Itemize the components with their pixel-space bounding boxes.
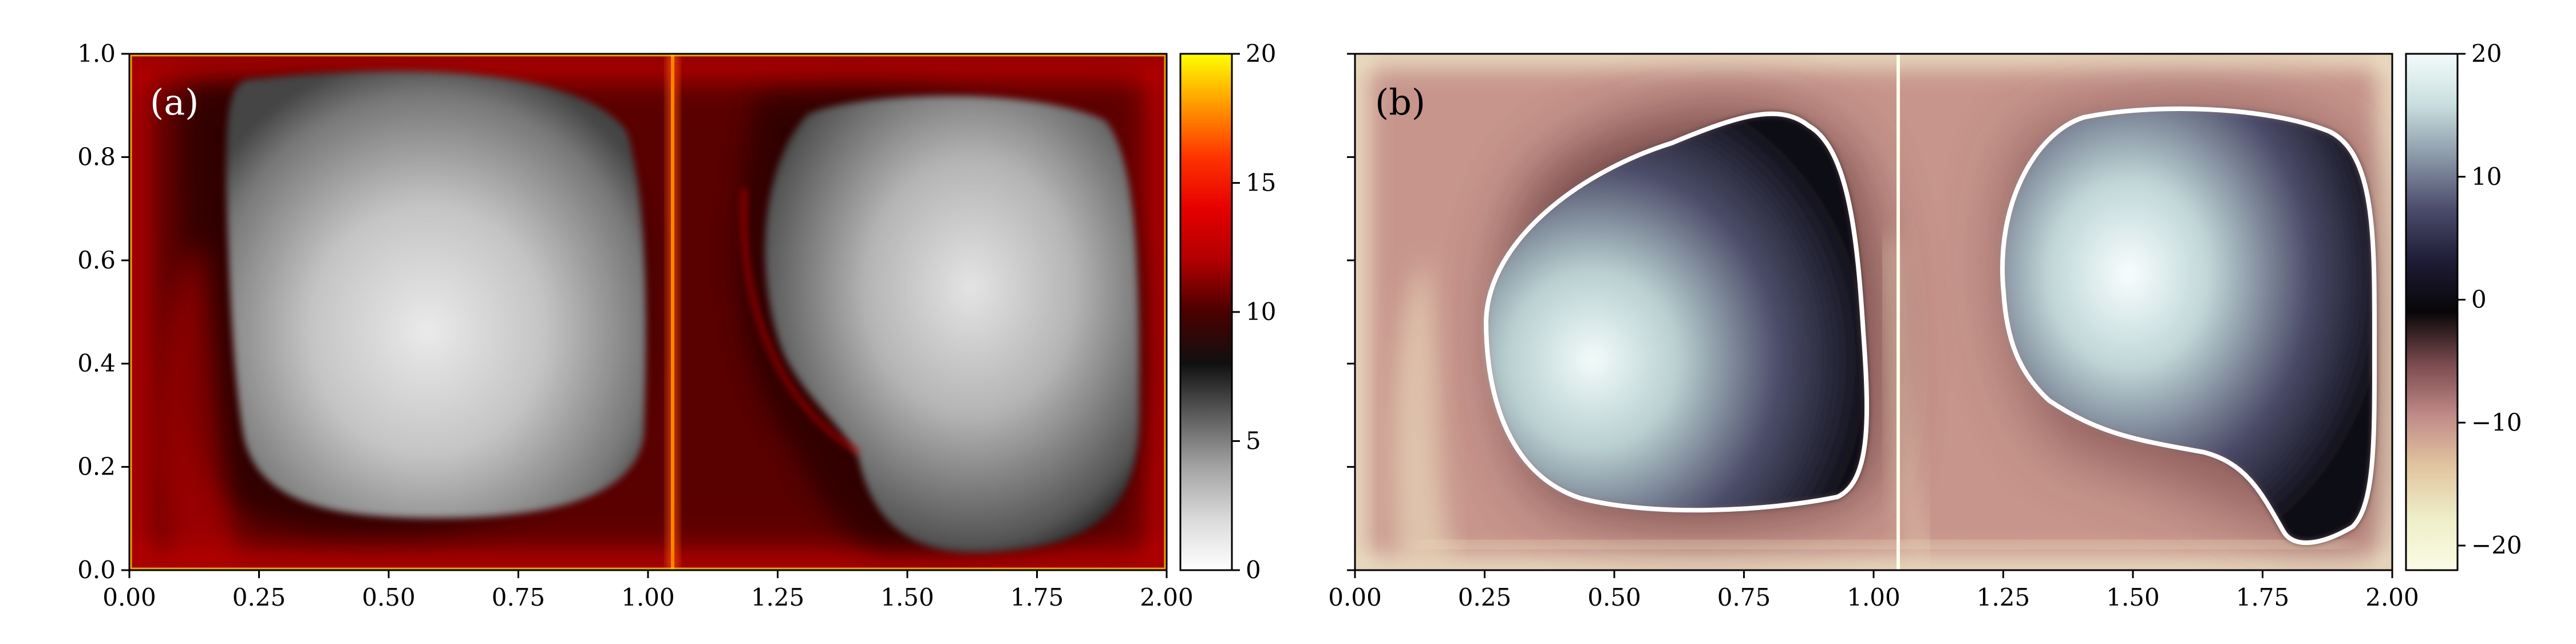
panel-b-axes: 0.00 0.25 0.50 0.75 1.00 1.25 1.50 1.75 2.00 — [1328, 53, 2419, 611]
panel-b-label: (b) — [1375, 81, 1425, 123]
colorbar-tick-label: 20 — [2471, 39, 2502, 68]
colorbar-tick-label: 5 — [1246, 427, 1261, 455]
colorbar-tick-label: 10 — [1246, 298, 1276, 326]
panel-a-axes: 0.00 0.25 0.50 0.75 1.00 1.25 1.50 1.75 2.00 0.0 0… — [77, 39, 1194, 611]
panel-b-pale-streak-bottom — [1419, 532, 2348, 556]
panel-b-vortex-right — [2002, 109, 2375, 543]
colorbar-tick-label: 0 — [2471, 286, 2487, 314]
x-tick-label: 0.75 — [1717, 583, 1771, 611]
panel-b-zero-contour-right — [2000, 106, 2377, 546]
y-tick-label: 0.4 — [77, 349, 116, 377]
colorbar-tick-label: −10 — [2471, 408, 2522, 436]
x-tick-label: 1.75 — [2236, 583, 2290, 611]
panel-b-pale-streak-left — [1392, 258, 1454, 561]
colorbar-a: 0 5 10 15 20 — [1179, 39, 1276, 584]
y-tick-label: 0.6 — [77, 246, 116, 274]
panel-a-boundary-layer — [130, 61, 1166, 570]
panel-a-vortex-left — [226, 71, 646, 518]
x-tick-label: 0.00 — [102, 583, 156, 611]
x-tick-label: 1.00 — [621, 583, 675, 611]
panel-b: 0.00 0.25 0.50 0.75 1.00 1.25 1.50 1.75 2.00 (b) — [1328, 53, 2419, 611]
x-tick-label: 2.00 — [2365, 583, 2419, 611]
panel-a-label: (a) — [150, 81, 199, 123]
colorbar-b-ticks: 20 10 0 −10 −20 — [2458, 39, 2522, 559]
y-tick-label: 0.8 — [77, 143, 116, 171]
x-tick-label: 0.50 — [362, 583, 416, 611]
x-tick-label: 0.50 — [1587, 583, 1641, 611]
panel-b-separatrix — [1897, 54, 1900, 570]
panel-b-zero-contour-left — [1483, 111, 1870, 513]
x-tick-label: 1.50 — [880, 583, 934, 611]
colorbar-tick-label: 15 — [1246, 169, 1276, 197]
x-tick-label: 0.25 — [1458, 583, 1512, 611]
y-tick-label: 0.0 — [77, 556, 116, 584]
panel-a-heatmap — [129, 54, 1167, 570]
x-tick-label: 1.25 — [1977, 583, 2030, 611]
x-tick-label: 0.00 — [1328, 583, 1382, 611]
x-tick-label: 1.75 — [1010, 583, 1064, 611]
panel-a-edge-highlight — [129, 54, 1167, 570]
y-tick-label: 0.2 — [77, 453, 116, 481]
colorbar-a-ticks: 0 5 10 15 20 — [1232, 39, 1276, 584]
x-tick-label: 0.25 — [232, 583, 286, 611]
colorbar-tick-label: 0 — [1246, 556, 1261, 584]
colorbar-b-bar — [2406, 54, 2458, 570]
x-tick-label: 1.00 — [1847, 583, 1901, 611]
x-tick-label: 1.25 — [751, 583, 805, 611]
panel-a-left-tongue — [160, 240, 240, 561]
panel-a-separatrix-glow — [666, 54, 679, 570]
colorbar-tick-label: −20 — [2471, 531, 2522, 559]
x-tick-label: 0.75 — [492, 583, 546, 611]
colorbar-b-frame — [2405, 53, 2459, 571]
x-tick-label: 2.00 — [1140, 583, 1194, 611]
colorbar-tick-label: 10 — [2471, 163, 2502, 191]
panel-a-vortex-right — [765, 96, 1139, 552]
colorbar-tick-label: 20 — [1246, 39, 1276, 68]
panel-b-pale-streak-mid — [1882, 239, 1931, 564]
x-tick-label: 1.50 — [2106, 583, 2160, 611]
panel-a: 0.00 0.25 0.50 0.75 1.00 1.25 1.50 1.75 2.00 0.0 0… — [77, 39, 1194, 611]
colorbar-a-bar — [1180, 54, 1232, 570]
colorbar-b: 20 10 0 −10 −20 — [2405, 39, 2522, 571]
panel-b-heatmap — [1355, 54, 2392, 570]
y-tick-label: 1.0 — [77, 39, 116, 68]
panel-a-tongue — [741, 188, 860, 455]
panel-b-vortex-left — [1486, 113, 1867, 511]
